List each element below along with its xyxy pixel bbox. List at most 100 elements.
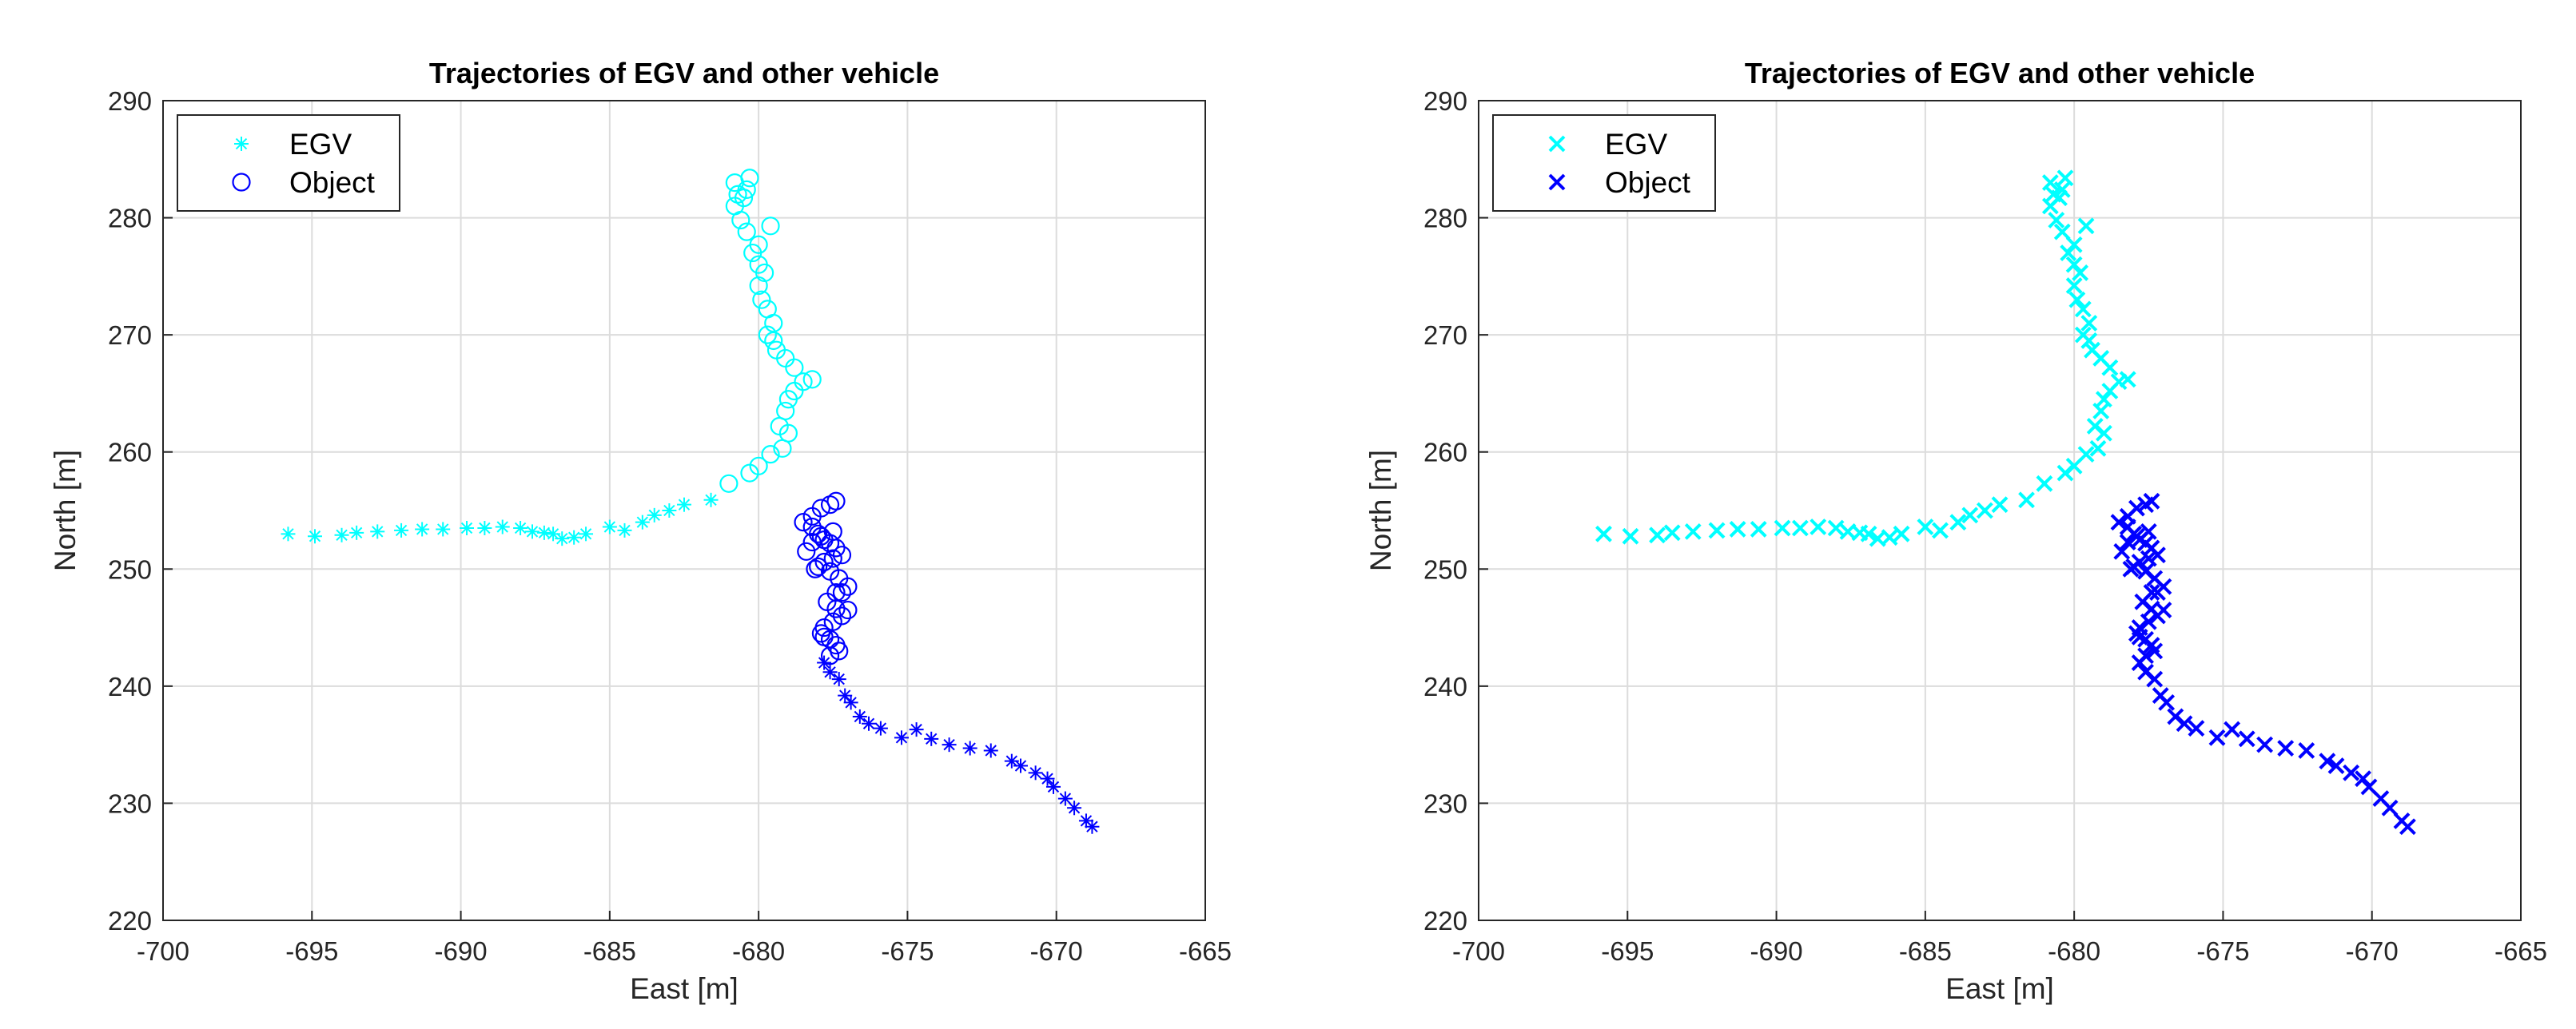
marker-shape	[814, 627, 834, 646]
data-point	[2176, 715, 2193, 733]
data-point	[2140, 522, 2157, 540]
data-point	[823, 522, 842, 541]
y-tick-label: 240	[1423, 672, 1467, 701]
data-point	[617, 522, 632, 538]
marker-stroke	[2048, 212, 2065, 228]
marker-stroke	[2056, 169, 2074, 187]
data-point	[1622, 527, 1639, 545]
data-point	[1684, 522, 1702, 540]
data-point	[1649, 526, 1666, 544]
data-layer	[281, 169, 1100, 834]
data-point	[2018, 491, 2035, 509]
marker-stroke	[2018, 491, 2035, 509]
data-point	[826, 599, 846, 618]
data-point	[873, 721, 888, 736]
marker-stroke	[2208, 729, 2226, 746]
x-tick-label: -675	[2196, 936, 2249, 966]
marker-stroke	[1961, 507, 1979, 524]
series-egv-x	[1595, 169, 2136, 547]
data-point	[2146, 642, 2164, 660]
y-axis: 220 230 240 250 260 270 280 290	[108, 86, 1205, 936]
data-point	[761, 217, 780, 236]
chart-title: Trajectories of EGV and other vehicle	[429, 57, 939, 89]
data-point	[415, 522, 430, 537]
marker-stroke	[2077, 217, 2095, 235]
marker-shape	[761, 445, 780, 464]
marker-stroke	[2074, 326, 2092, 344]
data-point	[1774, 519, 1791, 537]
data-point	[749, 456, 768, 475]
data-point	[822, 665, 838, 680]
data-point	[794, 513, 813, 532]
data-point	[2044, 185, 2062, 203]
data-point	[1057, 791, 1073, 806]
data-point	[1881, 529, 1898, 546]
marker-stroke	[2343, 764, 2360, 781]
data-point	[2084, 341, 2100, 359]
x-tick-label: -675	[881, 936, 934, 966]
marker-shape	[776, 401, 795, 421]
marker-stroke	[2041, 174, 2059, 192]
x-tick-label: -695	[285, 936, 338, 966]
data-point	[1750, 521, 1767, 538]
marker-shape	[832, 606, 852, 626]
marker-stroke	[2137, 496, 2154, 514]
marker-stroke	[2277, 740, 2295, 757]
marker-stroke	[2086, 418, 2104, 435]
data-point	[2065, 256, 2083, 273]
x-tick-label: -680	[732, 936, 785, 966]
marker-shape	[823, 522, 842, 541]
data-point	[2119, 534, 2136, 550]
marker-stroke	[2113, 542, 2131, 560]
data-point	[817, 655, 832, 670]
data-point	[2381, 799, 2399, 816]
marker-stroke	[2167, 708, 2184, 725]
y-tick-label: 250	[108, 554, 152, 584]
marker-stroke	[1949, 514, 1967, 531]
data-point	[2155, 602, 2172, 618]
data-point	[460, 520, 475, 535]
marker-stroke	[2092, 350, 2110, 367]
marker-stroke	[2065, 277, 2083, 294]
data-point	[924, 731, 939, 746]
data-point	[1893, 525, 1910, 542]
y-tick-label: 250	[1423, 554, 1467, 584]
data-point	[281, 526, 296, 542]
data-point	[2077, 217, 2095, 235]
legend-item-egv: EGV	[234, 128, 352, 161]
data-point	[1028, 765, 1043, 781]
series-egv-asterisk	[281, 492, 719, 546]
x-axis-label: East [m]	[1945, 972, 2054, 1005]
marker-stroke	[2155, 602, 2172, 618]
marker-shape	[749, 456, 768, 475]
data-point	[811, 526, 830, 546]
data-point	[2065, 277, 2083, 294]
marker-stroke	[1663, 524, 1681, 542]
data-point	[513, 520, 528, 535]
y-tick-label: 280	[1423, 204, 1467, 233]
data-point	[394, 522, 409, 538]
marker-stroke	[2146, 670, 2164, 688]
data-point	[1976, 502, 1993, 519]
marker-stroke	[2298, 742, 2315, 759]
marker-stroke	[2119, 371, 2136, 388]
data-point	[806, 559, 825, 578]
data-point	[334, 527, 349, 542]
data-point	[2119, 371, 2136, 388]
data-point	[838, 577, 858, 596]
data-point	[2113, 542, 2131, 560]
marker-stroke	[2065, 236, 2083, 253]
data-point	[647, 507, 662, 522]
marker-stroke	[1684, 522, 1702, 540]
data-point	[349, 525, 364, 540]
data-point	[555, 531, 570, 546]
legend-marker	[232, 173, 251, 192]
data-point	[2089, 439, 2107, 457]
marker-stroke	[1548, 173, 1566, 191]
marker-stroke	[2399, 818, 2416, 836]
data-point	[737, 222, 756, 241]
x-tick-label: -690	[435, 936, 488, 966]
x-tick-label: -670	[1030, 936, 1083, 966]
marker-stroke	[2068, 291, 2086, 308]
marker-shape	[823, 612, 842, 631]
